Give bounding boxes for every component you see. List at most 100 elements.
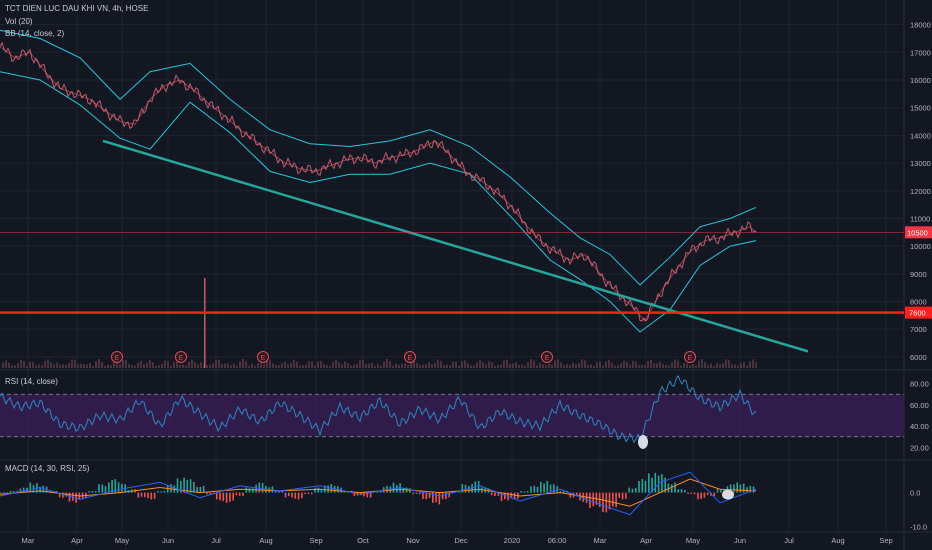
volume-bar <box>23 361 25 368</box>
macd-histogram-bar <box>605 492 608 513</box>
volume-bar <box>5 360 7 368</box>
volume-bar <box>470 365 472 368</box>
volume-bar <box>701 359 703 368</box>
volume-bar <box>353 364 355 368</box>
macd-histogram-bar <box>520 491 522 493</box>
rsi-tick-label: 40.00 <box>910 422 929 431</box>
volume-bar <box>233 363 235 368</box>
macd-histogram-bar <box>229 492 231 502</box>
volume-bar <box>107 364 109 368</box>
macd-tick-label: 0.0 <box>910 489 920 498</box>
macd-histogram-bar <box>183 477 185 493</box>
volume-bar <box>377 363 379 368</box>
volume-bar <box>428 362 430 368</box>
macd-histogram-bar <box>706 492 709 496</box>
volume-bar <box>530 359 532 368</box>
macd-histogram-bar <box>510 492 513 499</box>
price-tick-label: 11000 <box>910 214 930 223</box>
macd-histogram-bar <box>448 492 450 498</box>
volume-bar <box>68 363 70 368</box>
macd-histogram-bar <box>687 492 689 494</box>
macd-histogram-bar <box>402 488 405 493</box>
macd-histogram-bar <box>684 490 686 493</box>
volume-bar <box>236 365 238 368</box>
time-tick-label: Aug <box>259 536 272 545</box>
macd-histogram-bar <box>153 492 156 499</box>
macd-signal-line <box>0 478 757 507</box>
descending-trendline <box>102 139 809 353</box>
volume-bar <box>740 363 742 368</box>
volume-bar <box>647 360 649 368</box>
macd-histogram-bar <box>180 481 182 493</box>
macd-histogram-bar <box>621 492 624 500</box>
volume-legend: Vol (20) <box>5 17 33 26</box>
volume-bar <box>449 365 451 368</box>
volume-bar <box>416 362 418 368</box>
macd-histogram-bar <box>242 492 244 496</box>
time-tick-label: Jun <box>162 536 174 545</box>
macd-histogram-bar <box>713 492 716 496</box>
volume-bar <box>329 365 331 368</box>
volume-bar <box>629 364 631 368</box>
last-price-marker <box>905 226 932 239</box>
volume-bar <box>653 363 655 368</box>
volume-bar <box>380 365 382 368</box>
volume-bar <box>737 365 739 368</box>
macd-histogram-bar <box>258 482 261 493</box>
volume-bar <box>74 360 76 368</box>
macd-histogram-bar <box>88 491 90 493</box>
volume-bar <box>644 364 646 368</box>
volume-bar <box>401 363 403 368</box>
volume-bar <box>587 364 589 368</box>
macd-histogram-bar <box>343 491 346 493</box>
macd-histogram-bar <box>225 492 228 503</box>
macd-histogram-bar <box>703 492 706 498</box>
macd-histogram-bar <box>219 492 221 501</box>
macd-histogram-bar <box>261 483 264 493</box>
macd-histogram-bar <box>284 492 287 498</box>
macd-histogram-bar <box>441 492 444 500</box>
earnings-marker-label: E <box>115 355 120 362</box>
volume-bar <box>77 364 79 368</box>
volume-bar <box>410 360 412 368</box>
volume-bar <box>650 359 652 368</box>
earnings-marker <box>404 351 416 363</box>
macd-histogram-bar <box>569 492 572 498</box>
macd-histogram-bar <box>697 492 699 500</box>
macd-histogram-bar <box>392 482 395 493</box>
volume-bar <box>395 363 397 368</box>
volume-bar <box>179 364 181 368</box>
volume-bar <box>638 365 640 368</box>
price-tick-label: 10000 <box>910 242 931 251</box>
price-tick-label: 18000 <box>910 21 931 30</box>
macd-histogram-bar <box>500 492 503 501</box>
volume-bar <box>695 365 697 368</box>
price-tick-label: 14000 <box>910 131 931 140</box>
volume-bar <box>371 362 373 368</box>
macd-histogram-bar <box>324 485 326 493</box>
volume-bar <box>680 365 682 368</box>
time-tick-label: Apr <box>640 536 652 545</box>
volume-bar <box>116 363 118 368</box>
macd-histogram-bar <box>634 487 637 493</box>
time-tick-label: Mar <box>594 536 607 545</box>
macd-histogram-bar <box>422 492 424 499</box>
macd-histogram-bar <box>670 484 673 493</box>
macd-histogram-bar <box>94 490 97 493</box>
time-tick-label: Jul <box>784 536 794 545</box>
volume-bar <box>176 361 178 368</box>
volume-bar <box>293 359 295 368</box>
volume-bar <box>596 362 598 368</box>
macd-histogram-bar <box>274 491 277 493</box>
macd-histogram-bar <box>435 492 437 503</box>
macd-histogram-bar <box>468 486 470 493</box>
volume-bar <box>59 364 61 368</box>
volume-bar <box>725 359 727 368</box>
macd-histogram-bar <box>307 492 310 494</box>
macd-histogram-bar <box>104 486 107 493</box>
volume-bar <box>626 362 628 368</box>
volume-bar <box>278 365 280 368</box>
macd-histogram-bar <box>304 492 306 495</box>
